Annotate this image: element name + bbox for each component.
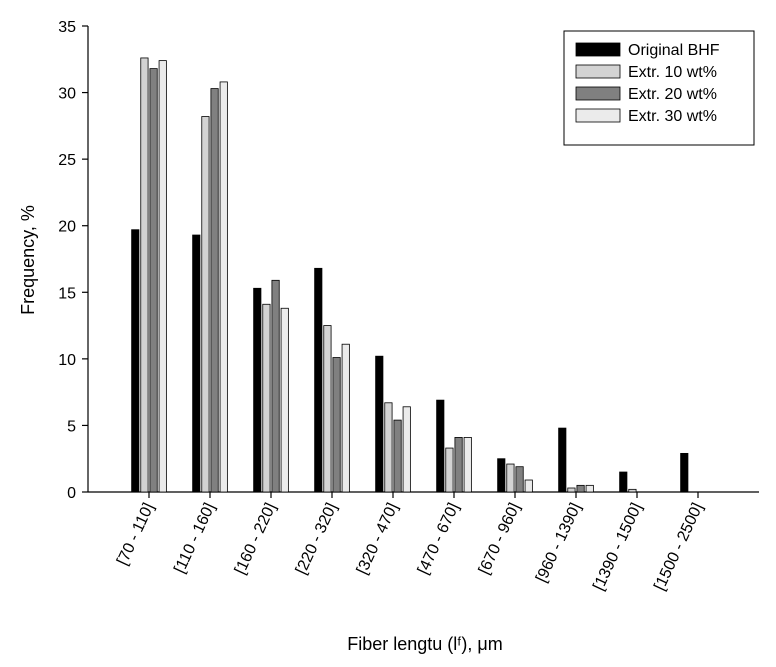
x-tick-label: [110 - 160] xyxy=(171,501,218,576)
bar xyxy=(201,116,210,493)
bar xyxy=(506,463,515,493)
bar xyxy=(576,484,585,493)
bar xyxy=(210,88,219,493)
bar xyxy=(402,406,411,493)
legend-swatch xyxy=(575,86,621,101)
y-tick-label: 10 xyxy=(58,352,76,369)
bar xyxy=(497,458,506,493)
legend-label: Original BHF xyxy=(628,42,720,59)
y-tick-label: 15 xyxy=(58,285,76,302)
bar xyxy=(384,402,393,493)
bar xyxy=(341,343,350,493)
legend-swatch xyxy=(575,42,621,57)
bar xyxy=(253,287,262,493)
y-tick-label: 0 xyxy=(67,485,76,502)
bar xyxy=(323,325,332,493)
bar xyxy=(140,57,149,493)
bar xyxy=(393,419,402,493)
bar xyxy=(619,471,628,493)
x-tick-label: [160 - 220] xyxy=(232,501,280,578)
y-axis-label: Frequency, % xyxy=(18,205,38,315)
x-tick-label: [470 - 670] xyxy=(415,501,463,578)
legend-label: Extr. 20 wt% xyxy=(628,86,717,103)
bar xyxy=(445,447,454,493)
bar xyxy=(454,437,463,493)
bar xyxy=(314,267,323,493)
x-tick-label: [670 - 960] xyxy=(476,501,524,578)
x-axis-label: Fiber lengtu (lᶠ), μm xyxy=(347,634,503,654)
bar xyxy=(192,234,201,493)
x-tick-label: [320 - 470] xyxy=(354,501,402,578)
bar xyxy=(585,484,594,493)
y-tick-label: 25 xyxy=(58,152,76,169)
legend-swatch xyxy=(575,64,621,79)
x-tick-label: [70 - 110] xyxy=(114,501,157,568)
bar xyxy=(332,357,341,493)
bar xyxy=(463,437,472,493)
y-tick-label: 30 xyxy=(58,86,76,103)
legend-swatch xyxy=(575,108,621,123)
x-tick-label: [1500 - 2500] xyxy=(651,501,706,594)
x-tick-label: [1390 - 1500] xyxy=(590,501,645,594)
bar xyxy=(149,68,158,493)
bar xyxy=(436,399,445,493)
y-tick-label: 5 xyxy=(67,418,76,435)
bar xyxy=(628,488,637,493)
bar xyxy=(375,355,384,493)
legend-label: Extr. 10 wt% xyxy=(628,64,717,81)
x-tick-label: [960 - 1390] xyxy=(533,501,585,586)
bar xyxy=(515,466,524,493)
legend-label: Extr. 30 wt% xyxy=(628,108,717,125)
bar xyxy=(219,81,228,493)
bar xyxy=(280,307,289,493)
bar xyxy=(567,487,576,493)
bar xyxy=(158,60,167,493)
x-tick-label: [220 - 320] xyxy=(293,501,341,578)
bar xyxy=(558,427,567,493)
bar xyxy=(680,452,689,493)
y-tick-label: 35 xyxy=(58,19,76,36)
y-tick-label: 20 xyxy=(58,219,76,236)
bar xyxy=(524,479,533,493)
bar xyxy=(262,303,271,493)
bar xyxy=(131,229,140,493)
bar xyxy=(271,279,280,493)
